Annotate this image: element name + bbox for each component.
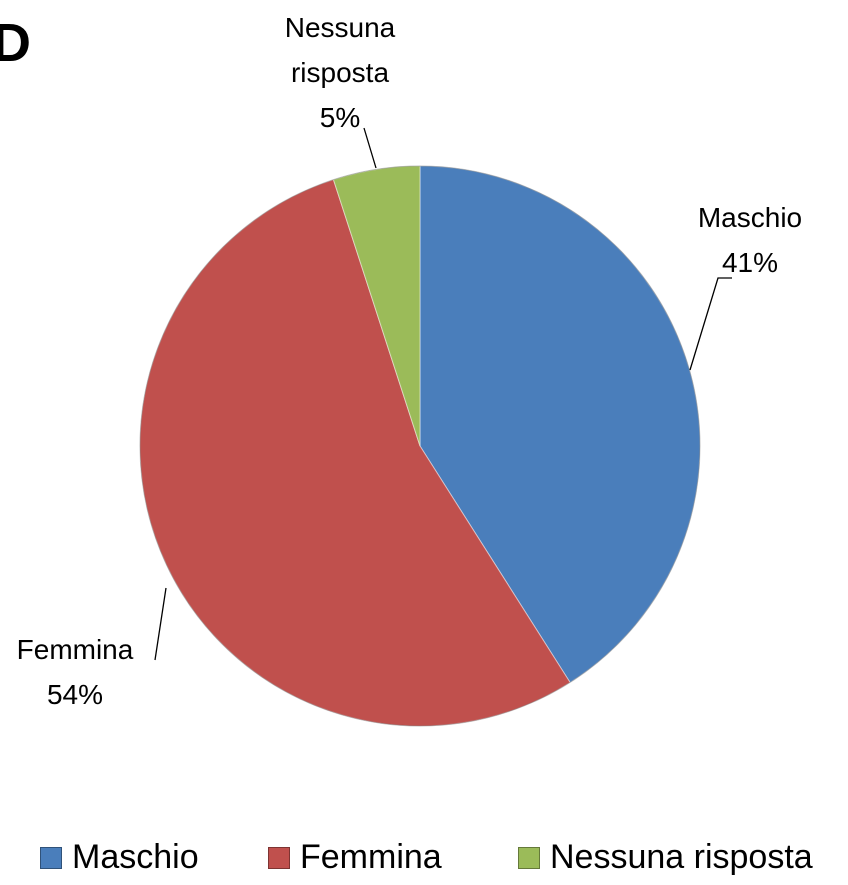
data-label-category: Femmina: [16, 634, 134, 665]
data-label-value: 5%: [319, 102, 361, 133]
legend-swatch: [40, 846, 62, 869]
legend-label: Nessuna risposta: [550, 838, 813, 876]
data-label-category: Nessuna risposta: [284, 12, 396, 88]
chart-title: D: [0, 13, 31, 73]
legend-label: Maschio: [72, 838, 199, 876]
leader-line: [154, 587, 167, 661]
legend: Maschio Femmina Nessuna risposta: [0, 838, 848, 882]
legend-item: Femmina: [268, 838, 442, 877]
data-label-value: 54%: [46, 679, 104, 710]
leader-line: [689, 277, 732, 371]
legend-swatch: [518, 846, 540, 869]
data-label: Femmina 54%: [0, 627, 150, 717]
data-label-value: 41%: [721, 247, 779, 278]
data-label-category: Maschio: [697, 202, 803, 233]
leader-line: [363, 127, 377, 169]
data-label: Maschio 41%: [680, 195, 820, 285]
legend-swatch: [268, 846, 290, 869]
legend-label: Femmina: [300, 838, 442, 876]
data-label: Nessuna risposta 5%: [270, 5, 410, 140]
legend-item: Maschio: [40, 838, 199, 877]
legend-item: Nessuna risposta: [518, 838, 813, 877]
